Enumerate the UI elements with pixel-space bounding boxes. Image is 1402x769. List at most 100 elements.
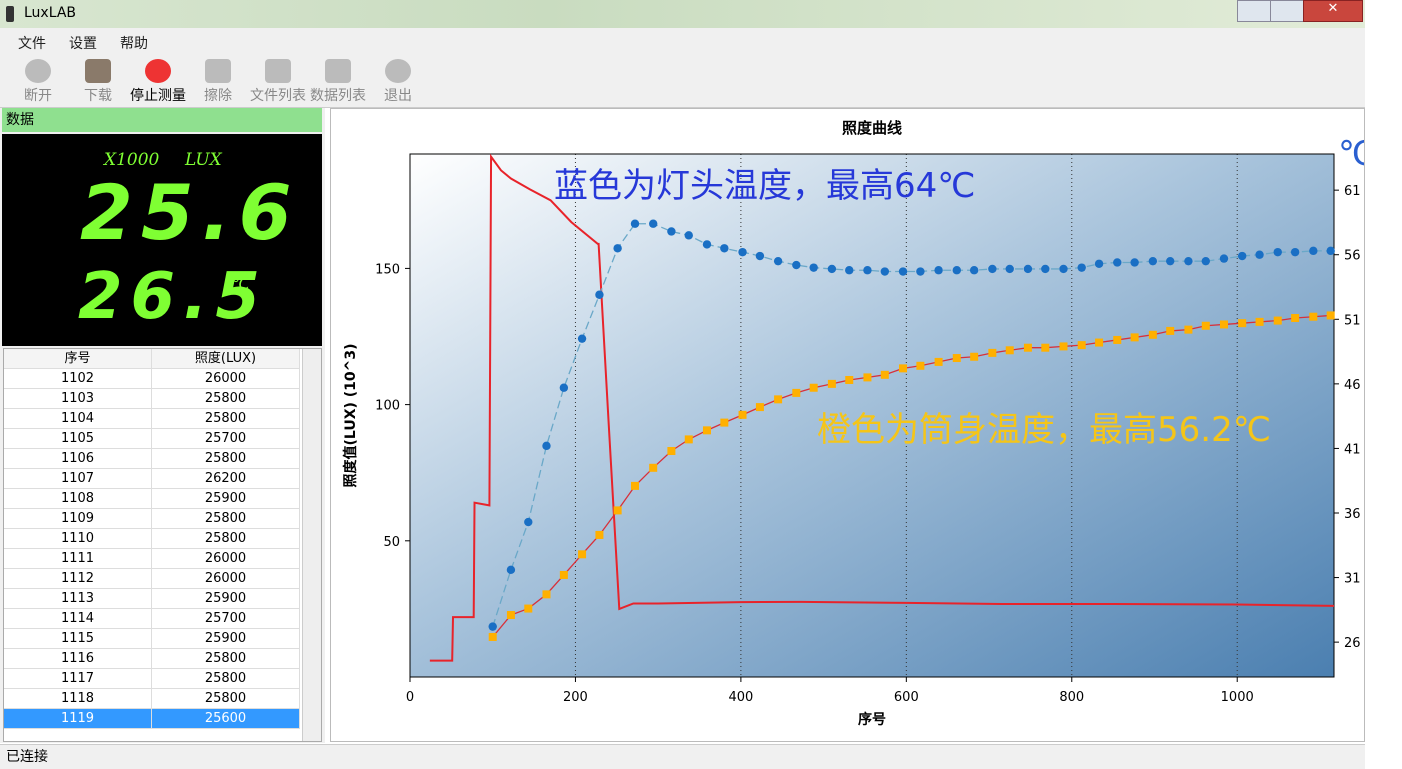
data-point: [1238, 319, 1247, 328]
data-point: [1290, 247, 1300, 257]
data-point: [809, 383, 818, 392]
data-point: [1023, 264, 1033, 274]
menu-item[interactable]: 帮助: [120, 36, 148, 52]
tool-label: 断开: [24, 88, 52, 104]
table-cell: 1117: [4, 669, 152, 689]
data-point: [970, 352, 979, 361]
data-point: [1130, 258, 1139, 267]
minimize-button[interactable]: [1237, 0, 1271, 22]
table-cell: 25700: [152, 609, 300, 629]
column-header: 照度(LUX): [152, 349, 300, 369]
tool-button[interactable]: 数据列表: [308, 55, 368, 105]
data-point: [631, 481, 640, 490]
data-point: [1166, 256, 1175, 266]
chart-panel: 照度曲线 序号 照度值(LUX) (10^3) ℃ 0 200 400 600 800 1000 5…: [330, 108, 1376, 742]
data-point: [506, 565, 516, 575]
tool-button[interactable]: 断开: [8, 55, 68, 105]
data-point: [1201, 321, 1210, 330]
tool-button[interactable]: 下载: [68, 55, 128, 105]
table-cell: 25900: [152, 589, 300, 609]
data-point: [1273, 316, 1282, 325]
close-button[interactable]: ✕: [1303, 0, 1363, 22]
data-point: [577, 334, 587, 343]
menu-item[interactable]: 文件: [18, 36, 46, 52]
table-cell: 25800: [152, 509, 300, 529]
x-tick-label: 800: [1059, 690, 1084, 705]
data-point: [667, 227, 676, 236]
tool-button[interactable]: 文件列表: [248, 55, 308, 105]
y2-tick-label: 51: [1344, 313, 1361, 328]
multiplier: X1000: [104, 150, 160, 170]
tool-button[interactable]: 退出: [368, 55, 428, 105]
data-point: [755, 403, 764, 412]
data-point: [1130, 333, 1139, 342]
scrollbar[interactable]: [302, 349, 321, 741]
data-point: [1309, 246, 1318, 256]
data-point: [595, 290, 604, 299]
menu-item[interactable]: 设置: [69, 36, 97, 52]
tool-button[interactable]: 擦除: [188, 55, 248, 105]
table-cell: 26200: [152, 469, 300, 489]
annotation: 蓝色为灯头温度，最高64℃: [554, 166, 975, 206]
table-cell: 1115: [4, 629, 152, 649]
table-cell: 1107: [4, 469, 152, 489]
data-point: [1326, 311, 1335, 320]
x-tick-label: 400: [728, 690, 753, 705]
lux-reading: 25.6: [80, 168, 300, 257]
data-point: [1059, 342, 1068, 351]
data-point: [506, 611, 515, 620]
table-cell: 1119: [4, 709, 152, 729]
data-point: [702, 426, 711, 435]
data-point: [774, 395, 783, 404]
data-point: [863, 373, 872, 382]
y2-tick-label: 56: [1344, 249, 1361, 264]
data-point: [488, 622, 497, 631]
tool-label: 停止测量: [130, 88, 186, 104]
table-cell: 26000: [152, 569, 300, 589]
data-point: [1184, 256, 1193, 266]
column-header: 序号: [4, 349, 152, 369]
maximize-button[interactable]: [1270, 0, 1304, 22]
data-point: [613, 244, 622, 253]
table-cell: 25800: [152, 529, 300, 549]
data-point: [738, 410, 747, 419]
tool-button[interactable]: 停止测量: [128, 55, 188, 105]
data-point: [667, 447, 676, 456]
x-tick-label: 200: [563, 690, 588, 705]
table-cell: 1118: [4, 689, 152, 709]
y2-tick-label: 61: [1344, 184, 1361, 199]
table-cell: 1104: [4, 409, 152, 429]
table-cell: 1113: [4, 589, 152, 609]
table-cell: 1114: [4, 609, 152, 629]
data-point: [1219, 320, 1228, 329]
table-cell: 1106: [4, 449, 152, 469]
y-axis-label: 照度值(LUX) (10^3): [342, 343, 359, 487]
data-point: [969, 266, 979, 275]
data-point: [880, 267, 890, 276]
data-point: [916, 361, 925, 370]
data-point: [1095, 338, 1104, 347]
x-tick-label: 0: [406, 690, 414, 705]
table-cell: 25800: [152, 669, 300, 689]
x-axis-label: 序号: [858, 711, 886, 728]
data-point: [1309, 312, 1318, 321]
data-point: [934, 357, 943, 366]
table-cell: 25900: [152, 489, 300, 509]
data-point: [1005, 346, 1014, 355]
data-point: [524, 604, 533, 613]
annotation: 橙色为筒身温度，最高56.2℃: [817, 410, 1271, 450]
app-icon: [6, 6, 14, 22]
window-title: LuxLAB: [24, 5, 77, 21]
data-point: [1201, 256, 1210, 266]
data-point: [1005, 264, 1014, 274]
data-point: [899, 364, 908, 373]
table-cell: 25700: [152, 429, 300, 449]
data-point: [578, 550, 587, 559]
data-point: [1219, 254, 1229, 263]
tool-label: 下载: [84, 88, 112, 104]
plot-area: [410, 154, 1334, 677]
table-cell: 26000: [152, 549, 300, 569]
data-point: [845, 375, 854, 384]
data-point: [755, 251, 765, 261]
